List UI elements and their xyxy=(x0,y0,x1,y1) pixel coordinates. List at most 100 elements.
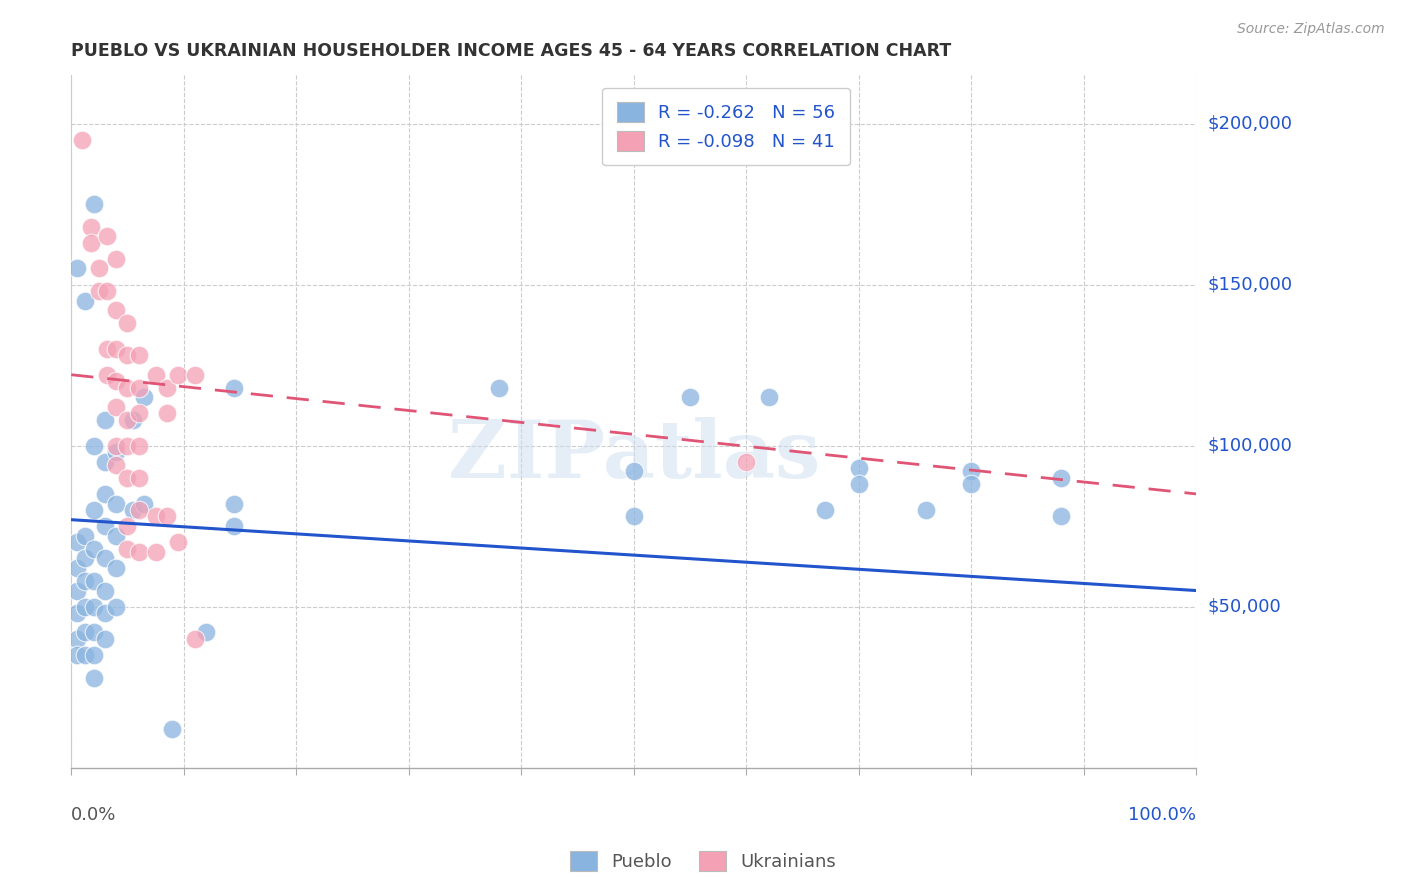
Point xyxy=(848,461,870,475)
Point xyxy=(623,464,645,478)
Point xyxy=(145,509,167,524)
Point xyxy=(128,545,150,559)
Point xyxy=(122,413,145,427)
Text: $50,000: $50,000 xyxy=(1208,598,1281,615)
Point xyxy=(105,529,128,543)
Point xyxy=(758,390,780,404)
Point xyxy=(83,503,105,517)
Point xyxy=(848,477,870,491)
Point xyxy=(117,381,139,395)
Point xyxy=(89,284,111,298)
Point xyxy=(814,503,837,517)
Point xyxy=(145,368,167,382)
Point xyxy=(72,133,94,147)
Text: ZIPatlas: ZIPatlas xyxy=(447,417,820,495)
Point xyxy=(145,545,167,559)
Point xyxy=(66,583,89,598)
Text: $150,000: $150,000 xyxy=(1208,276,1292,293)
Point xyxy=(80,235,103,250)
Point xyxy=(134,497,156,511)
Point xyxy=(96,342,118,356)
Point xyxy=(105,445,128,459)
Point xyxy=(73,599,96,614)
Point xyxy=(83,439,105,453)
Point xyxy=(105,303,128,318)
Point xyxy=(960,464,983,478)
Point xyxy=(105,342,128,356)
Point xyxy=(162,722,184,736)
Point xyxy=(128,406,150,420)
Point xyxy=(83,625,105,640)
Point xyxy=(83,574,105,588)
Legend: Pueblo, Ukrainians: Pueblo, Ukrainians xyxy=(562,844,844,879)
Point xyxy=(1050,509,1073,524)
Point xyxy=(66,632,89,646)
Point xyxy=(83,599,105,614)
Point xyxy=(94,551,117,566)
Point xyxy=(184,368,207,382)
Point xyxy=(73,529,96,543)
Point xyxy=(128,348,150,362)
Point xyxy=(105,374,128,388)
Point xyxy=(128,381,150,395)
Point xyxy=(167,535,190,549)
Point xyxy=(128,503,150,517)
Point xyxy=(96,284,118,298)
Point xyxy=(80,219,103,234)
Point xyxy=(73,293,96,308)
Point xyxy=(1050,471,1073,485)
Point xyxy=(89,261,111,276)
Point xyxy=(66,561,89,575)
Point xyxy=(679,390,702,404)
Point xyxy=(83,197,105,211)
Point xyxy=(195,625,218,640)
Point xyxy=(224,381,246,395)
Point xyxy=(105,458,128,472)
Point xyxy=(117,439,139,453)
Point xyxy=(94,455,117,469)
Point xyxy=(73,551,96,566)
Point xyxy=(66,648,89,662)
Point xyxy=(83,671,105,685)
Point xyxy=(73,625,96,640)
Point xyxy=(105,252,128,266)
Point xyxy=(105,599,128,614)
Point xyxy=(488,381,510,395)
Point xyxy=(105,561,128,575)
Point xyxy=(96,368,118,382)
Point xyxy=(94,583,117,598)
Text: PUEBLO VS UKRAINIAN HOUSEHOLDER INCOME AGES 45 - 64 YEARS CORRELATION CHART: PUEBLO VS UKRAINIAN HOUSEHOLDER INCOME A… xyxy=(72,42,952,60)
Point xyxy=(128,439,150,453)
Point xyxy=(623,509,645,524)
Point xyxy=(156,381,179,395)
Point xyxy=(96,229,118,244)
Point xyxy=(73,574,96,588)
Point xyxy=(128,471,150,485)
Point xyxy=(117,316,139,330)
Point xyxy=(94,487,117,501)
Point xyxy=(224,497,246,511)
Point xyxy=(105,439,128,453)
Point xyxy=(66,606,89,620)
Point xyxy=(94,632,117,646)
Point xyxy=(117,519,139,533)
Point xyxy=(94,606,117,620)
Text: 0.0%: 0.0% xyxy=(72,805,117,824)
Point xyxy=(94,413,117,427)
Point xyxy=(117,541,139,556)
Point xyxy=(184,632,207,646)
Point xyxy=(83,648,105,662)
Point xyxy=(915,503,938,517)
Point xyxy=(167,368,190,382)
Point xyxy=(134,390,156,404)
Point xyxy=(224,519,246,533)
Point xyxy=(105,400,128,414)
Text: $200,000: $200,000 xyxy=(1208,114,1292,133)
Point xyxy=(122,503,145,517)
Point xyxy=(66,261,89,276)
Point xyxy=(156,509,179,524)
Point xyxy=(156,406,179,420)
Text: $100,000: $100,000 xyxy=(1208,436,1292,455)
Text: Source: ZipAtlas.com: Source: ZipAtlas.com xyxy=(1237,22,1385,37)
Point xyxy=(117,413,139,427)
